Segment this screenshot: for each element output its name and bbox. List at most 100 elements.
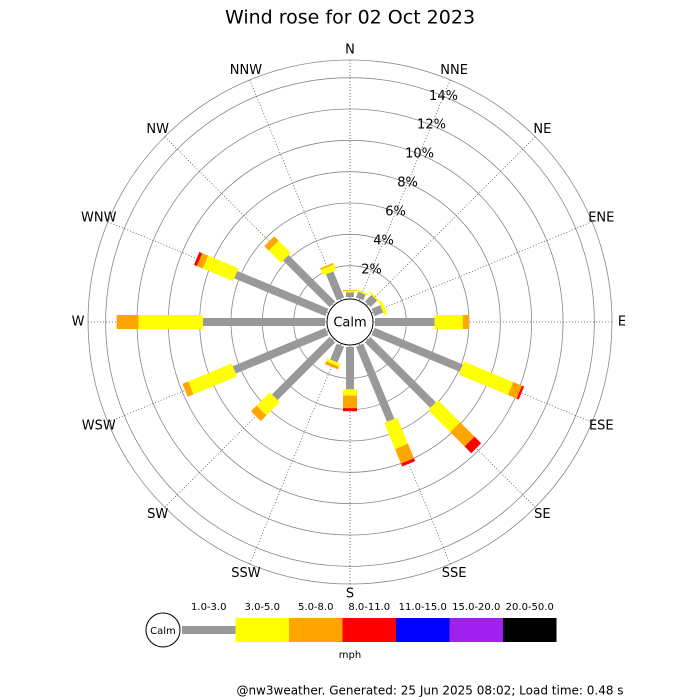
- legend-calm-circle: [145, 612, 181, 648]
- bar-segment: [384, 417, 409, 450]
- legend-swatch: [289, 618, 343, 642]
- rings: N NNE NE ENE E ESE SE SSE S SSW SW WSW W WNW NW NNW 2% 4%…: [72, 43, 627, 602]
- bar-segment: [343, 395, 357, 409]
- r-tick-label: 10%: [405, 147, 434, 162]
- bar-segment: [364, 336, 436, 408]
- bar-segment: [182, 381, 194, 397]
- legend-calm-label: Calm: [150, 626, 176, 637]
- footer: @nw3weather. Generated: 25 Jun 2025 08:0…: [236, 684, 623, 698]
- bar-segment: [371, 305, 384, 317]
- bar-segment: [343, 389, 357, 396]
- legend-label: 15.0-20.0: [452, 602, 500, 613]
- bar-segment: [371, 327, 463, 372]
- legend-swatch: [503, 618, 557, 642]
- direction-label: NNW: [230, 63, 262, 78]
- bar-segment: [458, 361, 514, 395]
- bar-segment: [401, 458, 416, 467]
- direction-label: ENE: [588, 210, 614, 225]
- bar-segment: [271, 336, 336, 401]
- legend-label: 20.0-50.0: [506, 602, 554, 613]
- r-tick-label: 6%: [385, 205, 406, 220]
- legend-swatch: [396, 618, 450, 642]
- calm-circle: [326, 298, 374, 346]
- bar-segment: [326, 358, 341, 367]
- direction-label: NE: [533, 122, 551, 137]
- bar-segment: [264, 236, 279, 251]
- bar-segment: [196, 253, 208, 269]
- r-tick-label: 2%: [361, 262, 382, 277]
- r-tick-label: 12%: [417, 118, 446, 133]
- legend: Calm 1.0-3.0 3.0-5.0 5.0-8.0 8.0-11.0 11.0-1…: [145, 602, 557, 648]
- bar-segment: [516, 385, 525, 400]
- bar-segment: [234, 270, 329, 317]
- bar-segment: [462, 315, 469, 329]
- direction-label: NNE: [440, 63, 468, 78]
- bar-segment: [250, 405, 267, 422]
- bar-segment: [355, 291, 366, 301]
- r-tick-label: 4%: [373, 234, 394, 249]
- bar-segment: [330, 343, 345, 363]
- direction-label: NW: [146, 122, 169, 137]
- legend-swatch: [235, 618, 289, 642]
- r-tick-label: 14%: [429, 89, 458, 104]
- direction-label: WNW: [81, 210, 117, 225]
- bar-segment: [434, 315, 463, 329]
- bar-segment: [375, 318, 435, 326]
- legend-swatch: [449, 618, 503, 642]
- bars: [116, 236, 525, 467]
- bar-segment: [450, 422, 475, 447]
- bar-segment: [343, 290, 357, 293]
- bar-segment: [428, 400, 461, 433]
- bar-segment: [379, 301, 388, 316]
- bar-segment: [325, 271, 345, 301]
- legend-label: 11.0-15.0: [399, 602, 447, 613]
- bar-segment: [282, 254, 336, 308]
- direction-label: SE: [534, 507, 550, 522]
- spoke: [349, 79, 451, 323]
- bar-segment: [256, 392, 280, 416]
- grid-ring: [105, 77, 595, 567]
- legend-label: 3.0-5.0: [245, 602, 280, 613]
- bar-segment: [355, 343, 395, 422]
- direction-label: N: [345, 43, 355, 58]
- bar-segment: [464, 436, 482, 454]
- direction-label: S: [346, 587, 354, 602]
- direction-label: E: [618, 315, 626, 330]
- bar-segment: [343, 289, 357, 291]
- bar-segment: [320, 264, 337, 276]
- direction-label: SW: [147, 507, 168, 522]
- legend-swatch: [342, 618, 396, 642]
- bar-segment: [364, 294, 378, 308]
- calm-label: Calm: [333, 316, 366, 331]
- bar-segment: [324, 361, 340, 370]
- bar-segment: [320, 262, 334, 270]
- bar-segment: [268, 240, 291, 263]
- bar-segment: [346, 347, 354, 390]
- legend-label: 5.0-8.0: [298, 602, 333, 613]
- direction-label: W: [72, 315, 85, 330]
- direction-label: ESE: [589, 419, 614, 434]
- unit-label: mph: [339, 650, 361, 661]
- bar-segment: [346, 292, 354, 297]
- bar-segment: [343, 408, 357, 412]
- bar-segment: [193, 252, 203, 267]
- bar-segment: [507, 382, 522, 399]
- direction-label: SSE: [442, 566, 467, 581]
- r-tick-label: 8%: [397, 176, 418, 191]
- chart-title: Wind rose for 02 Oct 2023: [225, 7, 475, 29]
- bar-segment: [202, 255, 239, 282]
- bar-segment: [116, 315, 139, 329]
- spoke: [349, 136, 536, 323]
- bar-segment: [395, 443, 414, 464]
- bar-segment: [369, 291, 381, 303]
- bar-segment: [355, 288, 370, 296]
- bar-segment: [138, 315, 203, 329]
- bar-segment: [202, 318, 325, 326]
- direction-label: SSW: [231, 566, 261, 581]
- direction-label: WSW: [82, 419, 116, 434]
- legend-swatch: [182, 626, 236, 634]
- legend-label: 8.0-11.0: [348, 602, 390, 613]
- bar-segment: [188, 363, 237, 395]
- bar-segment: [232, 327, 329, 374]
